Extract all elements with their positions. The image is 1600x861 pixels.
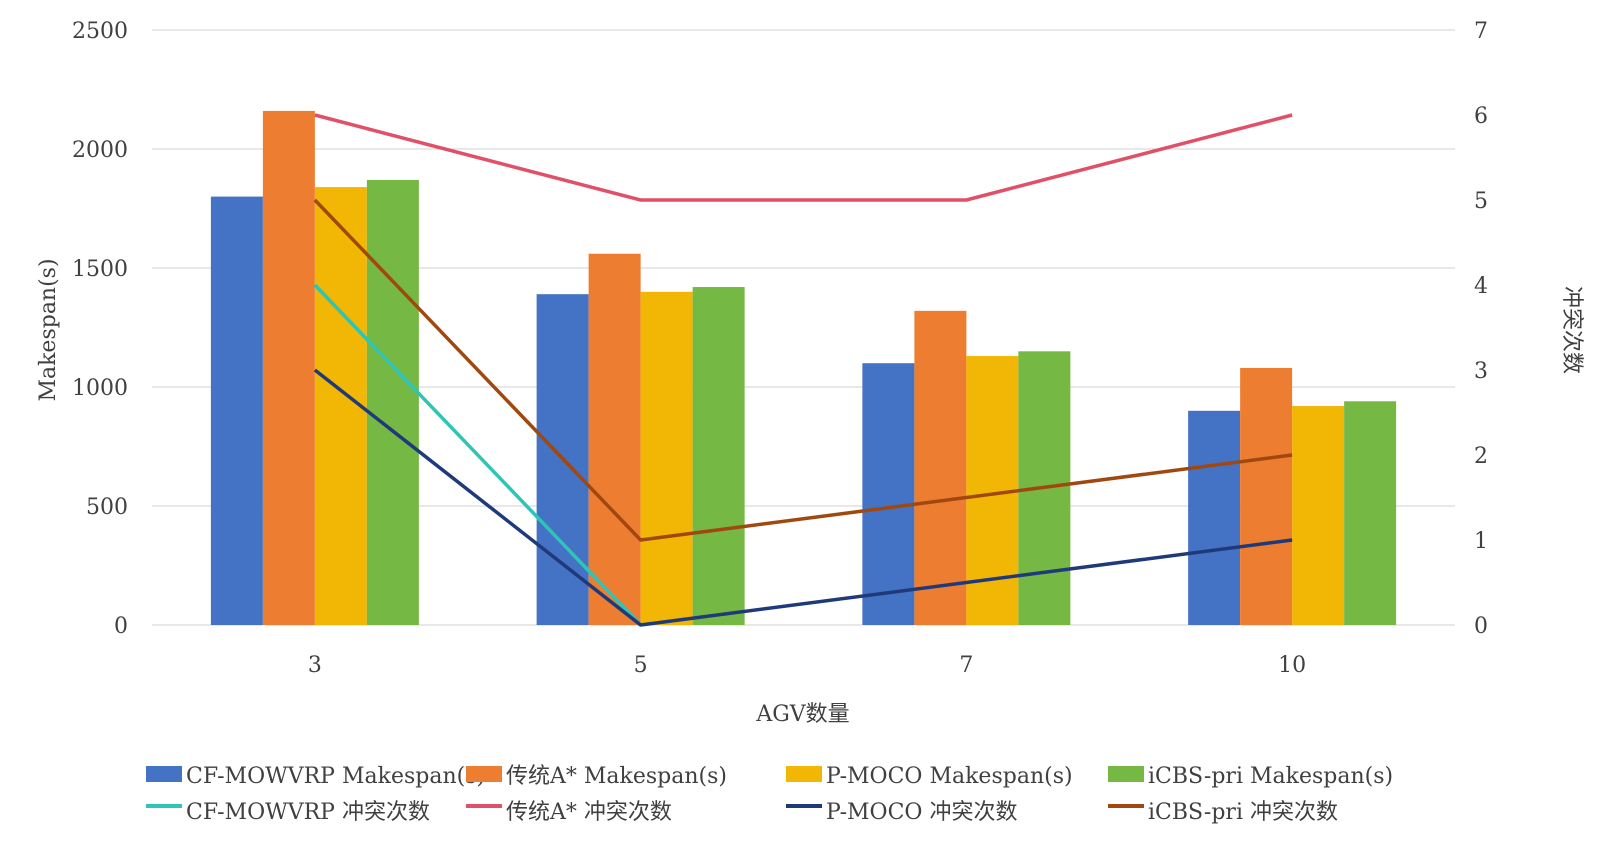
series-line xyxy=(313,283,642,627)
legend-label: P-MOCO 冲突次数 xyxy=(826,800,1017,825)
x-axis-ticks: 3 5 7 10 xyxy=(308,653,1306,678)
legend-swatch xyxy=(1108,766,1144,782)
bar xyxy=(914,310,967,625)
series-line xyxy=(313,368,1293,627)
legend-label: 传统A* Makespan(s) xyxy=(506,764,727,789)
series-line xyxy=(314,113,1293,202)
x-tick-label: 7 xyxy=(959,653,973,678)
y-tick-label: 2000 xyxy=(72,138,128,163)
legend-label: iCBS-pri Makespan(s) xyxy=(1148,764,1393,789)
legend-swatch xyxy=(786,766,822,782)
y2-tick-label: 4 xyxy=(1474,274,1488,299)
bar xyxy=(692,287,745,625)
y2-tick-label: 7 xyxy=(1474,19,1488,44)
bar xyxy=(1344,401,1397,625)
legend: CF-MOWVRP Makespan(s) 传统A* Makespan(s) P-M… xyxy=(146,764,1393,825)
y2-tick-label: 6 xyxy=(1474,104,1488,129)
legend-label: 传统A* 冲突次数 xyxy=(506,800,672,825)
bar xyxy=(1188,410,1241,625)
bar xyxy=(588,253,641,625)
bar xyxy=(210,196,263,625)
y-axis-title: Makespan(s) xyxy=(36,258,61,401)
y2-tick-label: 5 xyxy=(1474,189,1488,214)
legend-swatch xyxy=(146,766,182,782)
x-tick-label: 3 xyxy=(308,653,322,678)
y-tick-label: 0 xyxy=(114,614,128,639)
series-line xyxy=(313,198,1293,542)
legend-label: P-MOCO Makespan(s) xyxy=(826,764,1073,789)
y-tick-label: 2500 xyxy=(72,19,128,44)
y2-axis-title: 冲突次数 xyxy=(1559,286,1584,374)
y-tick-label: 500 xyxy=(86,495,128,520)
legend-label: iCBS-pri 冲突次数 xyxy=(1148,800,1338,825)
bar xyxy=(1292,406,1345,625)
bar xyxy=(862,363,915,625)
y-tick-label: 1500 xyxy=(72,257,128,282)
x-tick-label: 10 xyxy=(1278,653,1306,678)
left-axis-ticks: 0 500 1000 1500 2000 2500 xyxy=(72,19,128,639)
x-axis-title: AGV数量 xyxy=(755,702,849,727)
legend-swatch xyxy=(466,766,502,782)
x-tick-label: 5 xyxy=(634,653,648,678)
bar xyxy=(1240,367,1293,625)
y2-tick-label: 1 xyxy=(1474,529,1488,554)
bar xyxy=(366,179,419,625)
bar xyxy=(640,291,693,625)
line-marks xyxy=(313,113,1293,627)
legend-label: CF-MOWVRP Makespan(s) xyxy=(186,764,485,789)
right-axis-ticks: 0 1 2 3 4 5 6 7 xyxy=(1474,19,1488,639)
y2-tick-label: 2 xyxy=(1474,444,1488,469)
y2-tick-label: 3 xyxy=(1474,359,1488,384)
y2-tick-label: 0 xyxy=(1474,614,1488,639)
y-tick-label: 1000 xyxy=(72,376,128,401)
legend-label: CF-MOWVRP 冲突次数 xyxy=(186,800,430,825)
bar xyxy=(262,110,315,626)
